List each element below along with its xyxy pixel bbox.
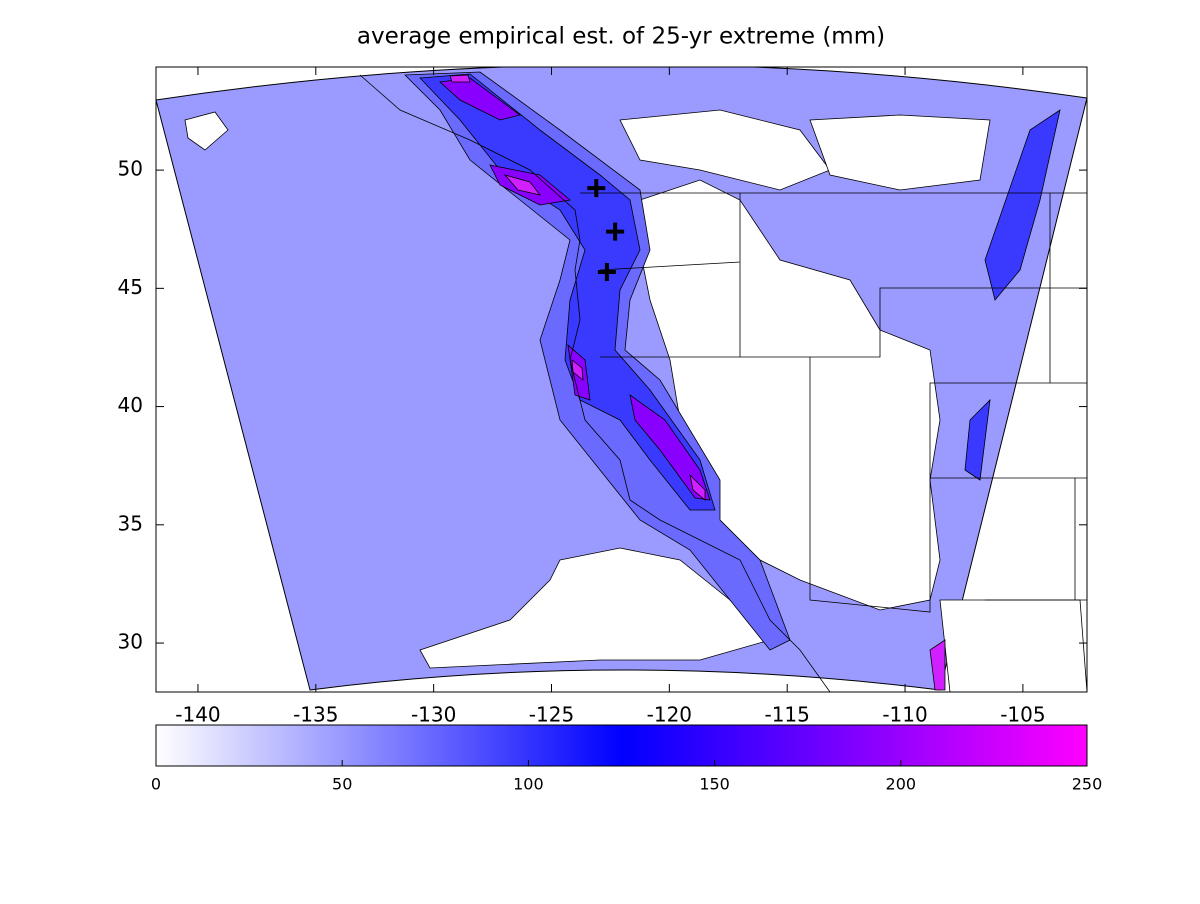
ridge xyxy=(964,109,1061,481)
x-tick-label: -120 xyxy=(647,703,692,727)
title: average empirical est. of 25-yr extreme … xyxy=(357,24,885,50)
station-marker xyxy=(606,222,625,241)
coastline xyxy=(359,74,831,692)
y-tick-label: 45 xyxy=(118,275,143,299)
layer: -140 -135 -130 -125 -120 -115 -110 -105 30 35 40 45… xyxy=(118,67,1103,794)
colorbar-tick-label: 50 xyxy=(332,775,352,794)
low-region xyxy=(184,111,229,151)
low-region xyxy=(809,114,991,191)
x-tick-label: -130 xyxy=(411,703,456,727)
y-tick-label: 35 xyxy=(118,511,143,535)
x-tick-label: -140 xyxy=(175,703,220,727)
map-field xyxy=(156,67,1087,692)
low-region xyxy=(419,547,771,669)
colorbar-tick-label: 150 xyxy=(699,775,730,794)
colorbar xyxy=(155,724,1088,767)
x-tick-label: -135 xyxy=(293,703,338,727)
low-region xyxy=(619,109,831,191)
x-tick-label: -115 xyxy=(764,703,809,727)
y-tick-label: 50 xyxy=(118,157,143,181)
ridge xyxy=(439,77,711,501)
y-tick-label: 30 xyxy=(118,630,143,654)
ridge xyxy=(419,73,716,511)
y-tick-label: 40 xyxy=(118,393,143,417)
x-tick-label: -105 xyxy=(1000,703,1045,727)
borders xyxy=(580,192,1087,613)
colorbar-tick-label: 250 xyxy=(1072,775,1103,794)
x-tick-label: -110 xyxy=(882,703,927,727)
ridge xyxy=(449,74,946,691)
colorbar-tick-label: 100 xyxy=(513,775,544,794)
station-marker xyxy=(587,179,606,198)
x-tick-label: -125 xyxy=(529,703,574,727)
colorbar-tick-label: 200 xyxy=(886,775,917,794)
station-marker xyxy=(597,263,616,282)
colorbar-tick-label: 0 xyxy=(151,775,161,794)
axes-frame xyxy=(155,66,1088,693)
low-region xyxy=(939,599,1087,692)
